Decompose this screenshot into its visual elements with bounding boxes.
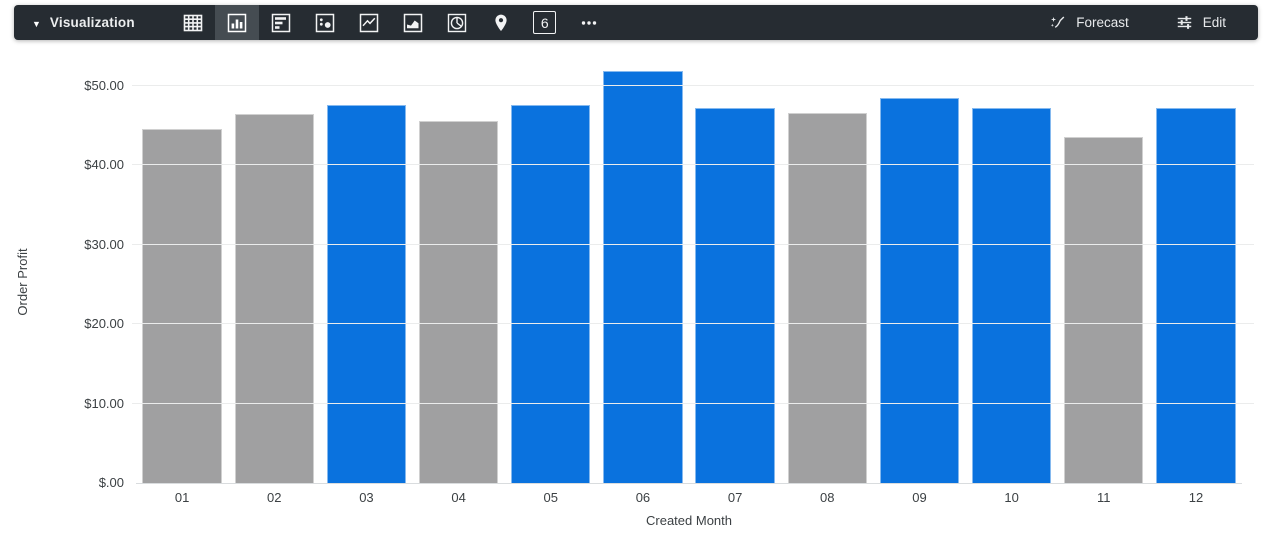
bar-05[interactable] xyxy=(511,104,591,483)
x-tick-label: 12 xyxy=(1188,490,1204,505)
x-tick-label: 02 xyxy=(267,490,282,505)
viz-type-more-button[interactable] xyxy=(567,5,611,40)
gridline xyxy=(132,164,1254,166)
table-icon xyxy=(183,14,203,31)
bar-cell xyxy=(689,65,781,483)
viz-type-single-value-button[interactable]: 6 xyxy=(523,5,567,40)
bar-cell xyxy=(966,65,1058,483)
pie-chart-icon xyxy=(447,13,466,32)
bar-cell xyxy=(873,65,965,483)
x-tick-label: 08 xyxy=(820,490,835,505)
viz-type-table-button[interactable] xyxy=(171,5,215,40)
y-tick-label: $.00 xyxy=(98,475,124,490)
x-tick-label: 07 xyxy=(727,490,743,505)
forecast-label: Forecast xyxy=(1076,15,1129,30)
caret-down-icon: ▼ xyxy=(32,18,41,29)
bar-11[interactable] xyxy=(1064,136,1144,483)
bar-series xyxy=(136,65,1242,483)
bar-09[interactable] xyxy=(879,97,960,483)
area-chart-icon xyxy=(403,13,423,32)
viz-type-area-button[interactable] xyxy=(391,5,435,40)
gridline xyxy=(132,323,1254,325)
edit-button[interactable]: Edit xyxy=(1161,5,1240,40)
viz-type-bar-button[interactable] xyxy=(259,5,303,40)
line-chart-icon xyxy=(359,13,379,32)
x-tick-label: 05 xyxy=(543,490,558,505)
bar-cell xyxy=(413,65,505,483)
scatter-plot-icon xyxy=(315,13,335,32)
y-tick-label: $10.00 xyxy=(84,395,124,411)
gridline xyxy=(132,402,1254,404)
visualization-title: Visualization xyxy=(49,15,135,30)
y-tick-label: $30.00 xyxy=(84,236,124,252)
toolbar-actions: Forecast Edit xyxy=(1034,5,1258,40)
viz-type-column-button[interactable] xyxy=(214,5,259,40)
viz-type-map-button[interactable] xyxy=(479,5,523,40)
y-tick-label: $20.00 xyxy=(84,316,124,332)
bar-chart: Order Profit $.00 $10.00 $20.00 $30.00 $40.0… xyxy=(0,40,1272,560)
bar-cell xyxy=(1058,65,1150,483)
x-tick-label: 09 xyxy=(912,490,927,505)
more-horizontal-icon xyxy=(581,20,596,25)
plot-area xyxy=(132,65,1254,484)
bar-04[interactable] xyxy=(418,121,499,483)
bar-08[interactable] xyxy=(787,112,867,483)
forecast-button[interactable]: Forecast xyxy=(1034,5,1143,40)
viz-type-scatter-button[interactable] xyxy=(303,5,347,40)
visualization-toolbar: ▼ Visualization xyxy=(14,5,1258,40)
x-tick-label: 06 xyxy=(635,490,651,505)
edit-label: Edit xyxy=(1202,15,1226,30)
bar-cell xyxy=(1150,65,1242,483)
x-tick-label: 03 xyxy=(359,490,374,505)
viz-type-pie-button[interactable] xyxy=(435,5,479,40)
x-axis-title: Created Month xyxy=(646,513,732,528)
bar-cell xyxy=(320,65,412,483)
bar-cell xyxy=(136,65,228,483)
bar-06[interactable] xyxy=(603,70,683,483)
forecast-icon xyxy=(1050,16,1065,28)
bar-03[interactable] xyxy=(326,104,407,483)
bar-cell xyxy=(781,65,873,483)
y-tick-label: $50.00 xyxy=(84,77,124,93)
bar-07[interactable] xyxy=(695,107,775,483)
single-value-icon: 6 xyxy=(533,11,557,34)
edit-settings-icon xyxy=(1177,16,1191,29)
y-axis: $.00 $10.00 $20.00 $30.00 $40.00 $50.00 xyxy=(0,65,124,490)
bar-cell xyxy=(228,65,320,483)
x-tick-label: 11 xyxy=(1097,490,1111,505)
x-tick-label: 10 xyxy=(1004,490,1019,505)
bar-02[interactable] xyxy=(234,114,314,483)
x-tick-label: 01 xyxy=(174,490,190,505)
viz-type-line-button[interactable] xyxy=(347,5,391,40)
x-axis: 01 02 03 04 05 06 07 08 09 10 11 12 xyxy=(136,490,1242,505)
viz-type-switcher: 6 xyxy=(171,5,611,40)
bar-chart-icon xyxy=(271,13,291,32)
bar-10[interactable] xyxy=(972,107,1052,483)
bar-01[interactable] xyxy=(142,129,222,483)
gridline xyxy=(132,84,1254,86)
column-chart-icon xyxy=(227,13,247,32)
bar-cell xyxy=(505,65,597,483)
visualization-dropdown[interactable]: ▼ Visualization xyxy=(14,5,149,40)
bar-12[interactable] xyxy=(1156,107,1236,483)
x-tick-label: 04 xyxy=(451,490,466,505)
map-pin-icon xyxy=(495,14,507,31)
bar-cell xyxy=(597,65,689,483)
y-tick-label: $40.00 xyxy=(84,157,124,173)
gridline xyxy=(132,243,1254,245)
